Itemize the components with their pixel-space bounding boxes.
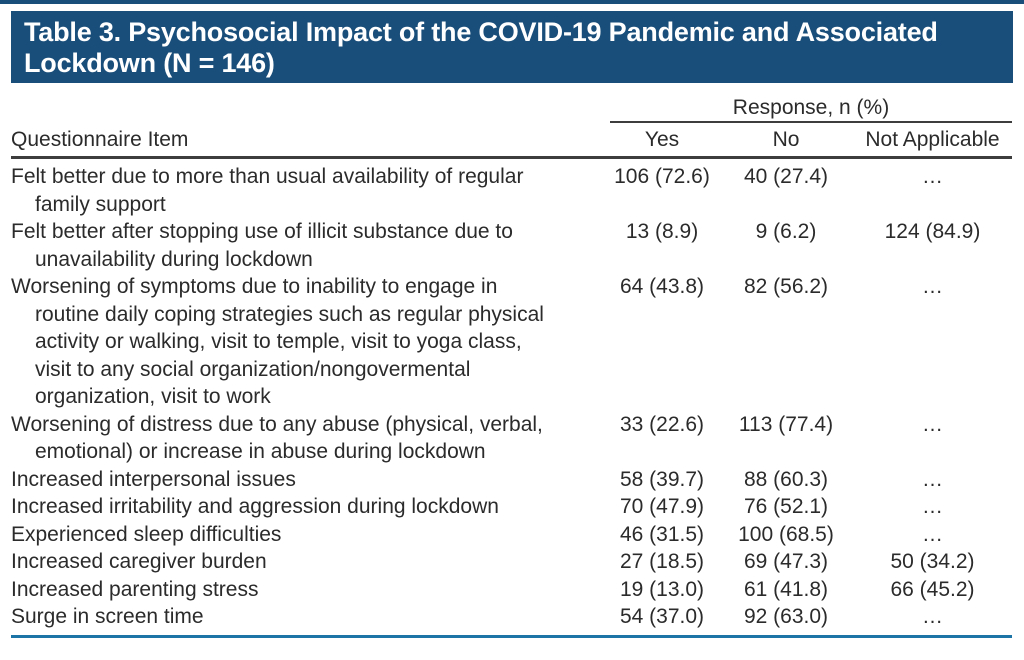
no-value: 9 (6.2) [755, 220, 817, 243]
not-applicable-value: … [922, 412, 943, 436]
table-body: Felt better due to more than usual avail… [11, 159, 1012, 631]
no-value: 82 (56.2) [743, 275, 829, 298]
questionnaire-item-text: Worsening of symptoms due to inability t… [11, 275, 544, 408]
column-header-not-applicable: Not Applicable [865, 128, 1000, 151]
column-header-row: Questionnaire Item Yes No Not Applicable [11, 123, 1012, 159]
yes-value: 13 (8.9) [625, 220, 699, 243]
not-applicable-value: 50 (34.2) [890, 550, 975, 573]
not-applicable-value: 124 (84.9) [884, 220, 981, 243]
table-row: Increased interpersonal issues 58 (39.7)… [11, 466, 1012, 494]
questionnaire-item-text: Felt better due to more than usual avail… [11, 165, 524, 216]
yes-value: 27 (18.5) [619, 550, 705, 573]
no-value: 100 (68.5) [738, 522, 834, 546]
data-table: Response, n (%) Questionnaire Item Yes N… [11, 83, 1012, 638]
yes-value: 64 (43.8) [619, 275, 705, 298]
table-row: Worsening of symptoms due to inability t… [11, 273, 1012, 411]
questionnaire-item-text: Increased caregiver burden [11, 550, 267, 573]
column-header-questionnaire-item: Questionnaire Item [11, 128, 189, 151]
table-row: Surge in screen time 54 (37.0) 92 (63.0)… [11, 603, 1012, 631]
table-title-banner: Table 3. Psychosocial Impact of the COVI… [11, 11, 1013, 83]
table-row: Felt better after stopping use of illici… [11, 218, 1012, 273]
yes-value: 19 (13.0) [619, 577, 705, 601]
spanner-header-row: Response, n (%) [11, 83, 1012, 123]
table-title: Table 3. Psychosocial Impact of the COVI… [24, 17, 938, 78]
table-row: Experienced sleep difficulties 46 (31.5)… [11, 521, 1012, 549]
table-row: Increased caregiver burden 27 (18.5) 69 … [11, 548, 1012, 576]
bottom-border-rule [11, 634, 1012, 638]
yes-value: 46 (31.5) [619, 522, 705, 546]
not-applicable-value: … [922, 522, 943, 546]
not-applicable-value: … [922, 165, 943, 188]
yes-value: 54 (37.0) [619, 605, 705, 628]
questionnaire-item-text: Increased parenting stress [11, 577, 259, 601]
spanner-spacer [11, 83, 610, 123]
response-spanner-header: Response, n (%) [610, 83, 1012, 123]
questionnaire-item-text: Surge in screen time [11, 605, 204, 628]
no-value: 76 (52.1) [743, 495, 829, 518]
table-row: Increased irritability and aggression du… [11, 493, 1012, 521]
table-row: Increased parenting stress 19 (13.0) 61 … [11, 576, 1012, 604]
column-header-yes: Yes [644, 128, 680, 151]
no-value: 113 (77.4) [738, 412, 834, 436]
not-applicable-value: 66 (45.2) [890, 577, 975, 601]
yes-value: 106 (72.6) [614, 165, 710, 188]
not-applicable-value: … [922, 495, 943, 518]
not-applicable-value: … [922, 467, 943, 491]
questionnaire-item-text: Increased irritability and aggression du… [11, 495, 499, 518]
no-value: 40 (27.4) [743, 165, 829, 188]
table-row: Worsening of distress due to any abuse (… [11, 411, 1012, 466]
yes-value: 70 (47.9) [619, 495, 705, 518]
not-applicable-value: … [922, 605, 943, 628]
no-value: 69 (47.3) [743, 550, 829, 573]
questionnaire-item-text: Experienced sleep difficulties [11, 522, 282, 546]
no-value: 92 (63.0) [743, 605, 829, 628]
column-header-no: No [772, 128, 800, 151]
questionnaire-item-text: Worsening of distress due to any abuse (… [11, 412, 543, 464]
table-row: Felt better due to more than usual avail… [11, 163, 1012, 218]
yes-value: 33 (22.6) [619, 412, 705, 436]
not-applicable-value: … [922, 275, 943, 298]
no-value: 61 (41.8) [743, 577, 829, 601]
no-value: 88 (60.3) [743, 467, 829, 491]
questionnaire-item-text: Felt better after stopping use of illici… [11, 220, 513, 271]
top-border-rule [0, 0, 1024, 4]
questionnaire-item-text: Increased interpersonal issues [11, 467, 296, 491]
yes-value: 58 (39.7) [619, 467, 705, 491]
